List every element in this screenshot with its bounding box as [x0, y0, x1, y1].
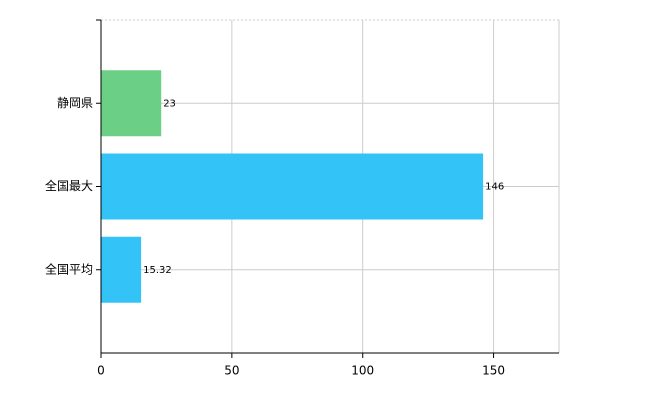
bar: [101, 70, 162, 137]
x-tick-label: 0: [97, 364, 105, 378]
value-label: 23: [163, 98, 176, 109]
y-tick-label: 全国平均: [45, 261, 93, 276]
y-tick-label: 全国最大: [45, 178, 93, 193]
bar: [101, 236, 142, 303]
x-tick-label: 150: [482, 364, 505, 378]
x-tick-label: 100: [351, 364, 374, 378]
x-tick-label: 50: [224, 364, 239, 378]
value-label: 146: [485, 182, 504, 193]
bar: [101, 153, 484, 220]
y-tick-label: 静岡県: [57, 96, 93, 110]
value-label: 15.32: [143, 265, 172, 276]
